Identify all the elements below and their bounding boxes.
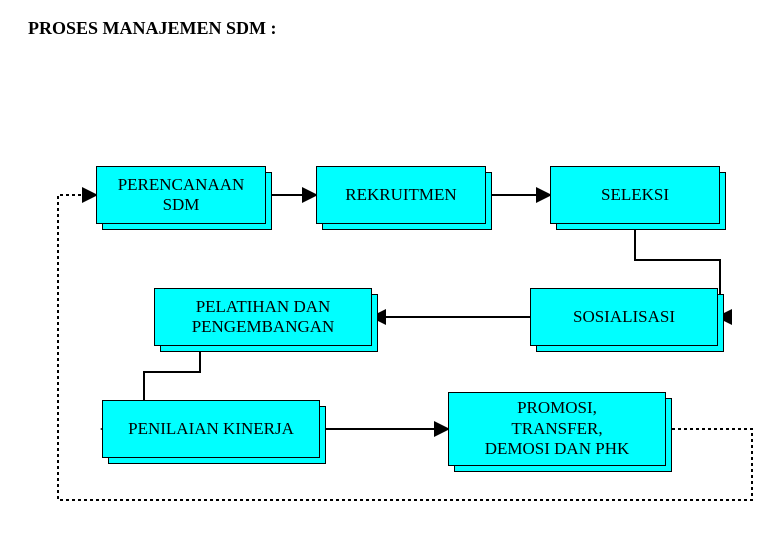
node-perencanaan: PERENCANAAN SDM [96, 166, 266, 224]
node-pelatihan: PELATIHAN DAN PENGEMBANGAN [154, 288, 372, 346]
page-title: PROSES MANAJEMEN SDM : [28, 18, 277, 39]
node-penilaian: PENILAIAN KINERJA [102, 400, 320, 458]
node-seleksi: SELEKSI [550, 166, 720, 224]
node-rekruitmen: REKRUITMEN [316, 166, 486, 224]
node-sosialisasi: SOSIALISASI [530, 288, 718, 346]
node-promosi: PROMOSI, TRANSFER, DEMOSI DAN PHK [448, 392, 666, 466]
